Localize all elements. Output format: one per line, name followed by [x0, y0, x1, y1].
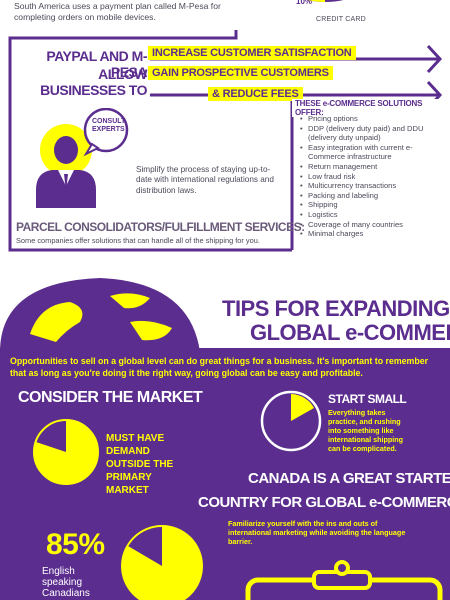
- parcel-heading: PARCEL CONSOLIDATORS/FULFILLMENT SERVICE…: [16, 220, 305, 234]
- canada-heading-line2: COUNTRY FOR GLOBAL e-COMMERCE: [198, 494, 450, 511]
- benefit-gain-customers: GAIN PROSPECTIVE CUSTOMERS: [148, 66, 333, 80]
- start-small-text: Everything takes practice, and rushing i…: [328, 408, 404, 453]
- start-small-heading: START SMALL: [328, 392, 407, 406]
- list-item: Pricing options: [300, 114, 435, 124]
- consult-bubble-text: CONSULT EXPERTS: [92, 118, 126, 133]
- list-item: DDP (delivery duty paid) and DDU (delive…: [300, 124, 435, 143]
- solutions-list: Pricing options DDP (delivery duty paid)…: [300, 114, 435, 239]
- expert-person-icon: [36, 108, 129, 208]
- credit-card-pie-chart: [306, 0, 344, 2]
- list-item: Minimal charges: [300, 229, 435, 239]
- list-item: Logistics: [300, 210, 435, 220]
- list-item: Multicurrency transactions: [300, 181, 435, 191]
- list-item: Coverage of many countries: [300, 220, 435, 230]
- benefit-reduce-fees: & REDUCE FEES: [208, 87, 303, 101]
- clipboard-icon: [245, 560, 443, 600]
- solutions-heading: THESE e-COMMERCE SOLUTIONS OFFER:: [292, 99, 450, 117]
- demand-text: MUST HAVE DEMAND OUTSIDE THE PRIMARY MAR…: [106, 433, 174, 496]
- list-item: Shipping: [300, 200, 435, 210]
- list-item: Return management: [300, 162, 435, 172]
- market-heading: CONSIDER THE MARKET: [18, 389, 203, 406]
- intro-text: South America uses a payment plan called…: [14, 1, 221, 22]
- globe-icon: [0, 278, 200, 352]
- paypal-heading-line2: ALLOW BUSINESSES TO: [40, 66, 147, 98]
- credit-card-label: CREDIT CARD: [316, 16, 366, 23]
- list-item: Low fraud risk: [300, 172, 435, 182]
- canada-text: Familiarize yourself with the ins and ou…: [228, 519, 406, 546]
- english-speaking-stat: 85%: [46, 528, 105, 561]
- tips-title-line1: TIPS FOR EXPANDING INTO: [222, 296, 450, 321]
- paypal-heading-line1: PAYPAL AND M-PESA: [46, 48, 147, 80]
- english-speaking-label: English speaking Canadians: [42, 566, 90, 599]
- list-item: Packing and labeling: [300, 191, 435, 201]
- start-small-pie-chart: [260, 390, 322, 452]
- tips-intro: Opportunities to sell on a global level …: [10, 356, 429, 378]
- parcel-text: Some companies offer solutions that can …: [16, 236, 260, 245]
- english-speaking-pie-chart: [121, 525, 203, 600]
- benefit-increase-satisfaction: INCREASE CUSTOMER SATISFACTION: [148, 46, 356, 60]
- credit-card-percent: 10%: [296, 0, 313, 6]
- canada-heading-line1: CANADA IS A GREAT STARTER: [248, 470, 450, 487]
- demand-pie-chart: [33, 419, 99, 485]
- consult-text: Simplify the process of staying up-to-da…: [136, 165, 274, 195]
- list-item: Easy integration with current e-Commerce…: [300, 143, 435, 162]
- tips-title-line2: GLOBAL e-COMMERCE: [250, 320, 450, 345]
